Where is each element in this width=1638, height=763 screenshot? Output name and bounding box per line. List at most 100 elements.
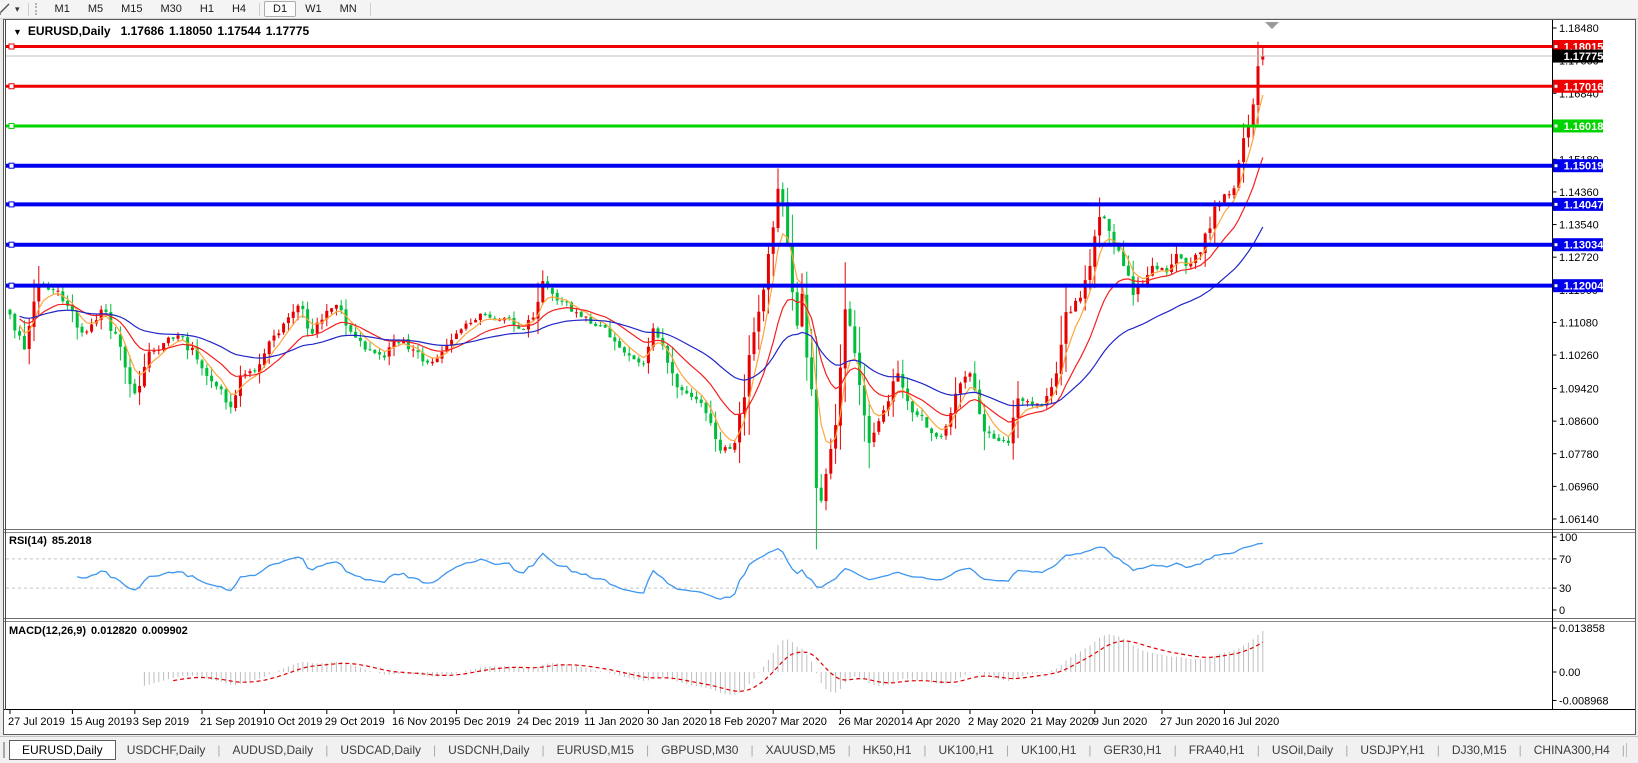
timeframe-button-m5[interactable]: M5 [87, 3, 104, 15]
timeframe-button-h4[interactable]: H4 [231, 3, 247, 15]
chart-shift-marker-icon[interactable] [1265, 22, 1279, 29]
candle-body [118, 334, 122, 347]
candle-body [416, 350, 420, 353]
candle-body [248, 371, 252, 374]
timeframe-button-w1[interactable]: W1 [305, 3, 322, 15]
chart-background [3, 19, 1636, 735]
tab-divider: | [433, 743, 437, 757]
chart-tab-hk50-h1[interactable]: HK50,H1 [862, 743, 912, 757]
level-price-label-box[interactable] [1553, 279, 1603, 293]
chart-tab-usdcnh-daily[interactable]: USDCNH,Daily [448, 743, 530, 757]
candle-body [512, 317, 516, 326]
timeframe-button-h1[interactable]: H1 [199, 3, 214, 15]
candle-body [853, 326, 857, 354]
level-handle[interactable] [8, 201, 15, 208]
chart-tab-xauusd-m5[interactable]: XAUUSD,M5 [765, 743, 836, 757]
toolbar-grip[interactable] [34, 3, 42, 15]
candle-body [1136, 285, 1140, 295]
candle-body [1155, 265, 1159, 270]
chart-tab-china300-h4[interactable]: CHINA300,H4 [1533, 743, 1610, 757]
candle-body [147, 351, 151, 368]
level-price-label-box[interactable] [1553, 79, 1603, 93]
chart-tab-uk100-h1[interactable]: UK100,H1 [938, 743, 994, 757]
candle-body [1088, 265, 1092, 280]
macd-axis-label: -0.008968 [1559, 695, 1609, 707]
candle-body [632, 355, 636, 360]
chart-tab-usdchf-daily[interactable]: USDCHF,Daily [126, 743, 206, 757]
candle-body [666, 345, 670, 363]
candle-body [973, 373, 977, 390]
level-price-label: 1.13034 [1564, 240, 1605, 252]
rsi-axis-label: 30 [1559, 583, 1571, 595]
candle-body [200, 360, 204, 369]
chart-tab-eurusd-m15[interactable]: EURUSD,M15 [556, 743, 634, 757]
tab-divider: | [1256, 743, 1260, 757]
candle-body [205, 367, 209, 376]
candle-body [1213, 206, 1217, 229]
chart-tab-ger30-h1[interactable]: GER30,H1 [1103, 743, 1162, 757]
candle-body [243, 374, 247, 376]
candle-body [238, 375, 242, 397]
chart-tab-audusd-daily[interactable]: AUDUSD,Daily [232, 743, 314, 757]
timeframe-button-m15[interactable]: M15 [121, 3, 143, 15]
level-price-label-box[interactable] [1553, 119, 1603, 133]
candle-body [757, 311, 761, 332]
candle-body [944, 426, 948, 436]
candle-body [1102, 216, 1106, 219]
level-label-handle [1553, 201, 1559, 207]
level-handle[interactable] [8, 162, 15, 169]
candle-body [685, 390, 689, 394]
candle-body [1021, 398, 1025, 401]
candle-body [517, 326, 521, 329]
candle-body [210, 375, 214, 382]
level-label-handle [1553, 163, 1559, 169]
timeframe-button-mn[interactable]: MN [339, 3, 357, 15]
level-price-label-box[interactable] [1553, 197, 1603, 211]
chart-tab-uk100-h1[interactable]: UK100,H1 [1021, 743, 1077, 757]
chart-tab-usdjpy-h1[interactable]: USDJPY,H1 [1360, 743, 1425, 757]
level-handle[interactable] [8, 83, 15, 90]
chart-tab-eurusd-daily[interactable]: EURUSD,Daily [9, 740, 116, 760]
chart-tab-gbpusd-m30[interactable]: GBPUSD,M30 [661, 743, 739, 757]
candle-body [954, 393, 958, 414]
chart-canvas[interactable]: 1.184801.176601.168401.160201.151801.143… [3, 19, 1636, 735]
candle-body [214, 382, 218, 387]
level-handle[interactable] [8, 43, 15, 50]
candle-body [358, 337, 362, 341]
trendline-tool-icon[interactable] [0, 2, 14, 16]
level-handle[interactable] [8, 241, 15, 248]
tabbar-grip[interactable] [3, 742, 5, 758]
timeframe-button-d1[interactable]: D1 [264, 1, 297, 17]
tab-divider: | [541, 743, 545, 757]
candle-body [1160, 268, 1164, 270]
candle-body [1112, 231, 1116, 247]
level-price-label: 1.15019 [1564, 161, 1604, 173]
candle-body [1184, 257, 1188, 266]
candle-body [1107, 218, 1111, 231]
macd-axis-label: 0.013858 [1559, 623, 1605, 635]
candle-body [267, 341, 271, 355]
candle-body [1078, 297, 1082, 302]
toolbar-dropdown-caret[interactable]: ▾ [15, 3, 20, 14]
chart-tab-usdcad-daily[interactable]: USDCAD,Daily [340, 743, 421, 757]
level-price-label-box[interactable] [1553, 159, 1603, 173]
candle-body [723, 447, 727, 451]
chart-tab-fra40-h1[interactable]: FRA40,H1 [1188, 743, 1245, 757]
price-axis-label: 1.09420 [1559, 383, 1599, 395]
level-handle[interactable] [8, 282, 15, 289]
candle-body [1242, 138, 1246, 162]
candle-body [445, 345, 449, 352]
level-price-label-box[interactable] [1553, 238, 1603, 252]
level-handle[interactable] [8, 122, 15, 129]
price-axis-label: 1.06960 [1559, 481, 1599, 493]
candle-body [450, 339, 454, 346]
date-axis-label: 11 Jan 2020 [584, 716, 644, 728]
price-axis-label: 1.18480 [1559, 23, 1599, 35]
candle-body [1150, 265, 1154, 276]
timeframe-button-m1[interactable]: M1 [54, 3, 70, 15]
candle-body [709, 413, 713, 424]
timeframe-button-m30[interactable]: M30 [160, 3, 182, 15]
candle-body [1232, 188, 1236, 196]
chart-tab-dj30-m15[interactable]: DJ30,M15 [1451, 743, 1507, 757]
chart-tab-usoil-daily[interactable]: USOil,Daily [1271, 743, 1334, 757]
